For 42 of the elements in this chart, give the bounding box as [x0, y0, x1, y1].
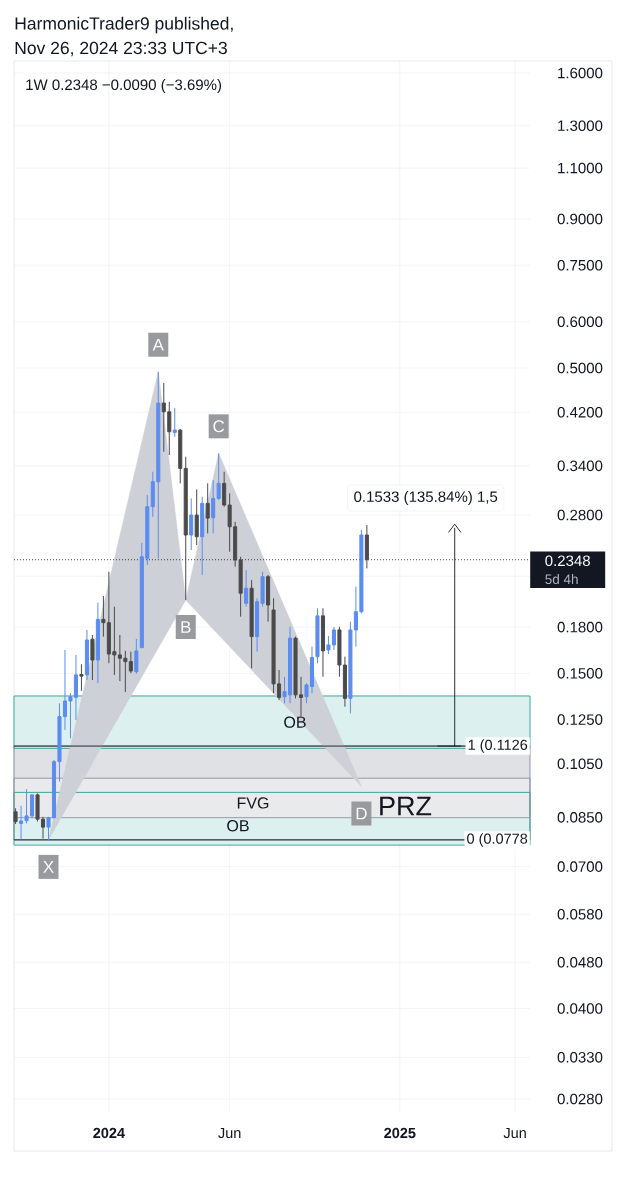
band-label: PRZ [380, 796, 432, 816]
band-label: OB [227, 820, 249, 832]
band-label: FVG [237, 797, 269, 809]
x-tick-label: 2025 [384, 1127, 416, 1139]
y-tick-label: 0.5000 [557, 362, 603, 374]
y-tick-label: 0.1800 [557, 621, 603, 633]
data-label: C [213, 420, 225, 433]
data-label: X [43, 861, 54, 873]
y-tick-label: 0.3400 [557, 460, 603, 472]
y-tick-label: 0.0700 [557, 861, 603, 872]
y-tick-label: 1.6000 [558, 67, 603, 79]
x-tick-label: Jun [503, 1127, 526, 1139]
x-tick-label: Jun [218, 1127, 241, 1139]
y-tick-label: 1.1000 [558, 162, 603, 174]
x-tick-label: 2024 [93, 1127, 125, 1139]
text: 5d 4h [545, 574, 578, 584]
chart-title: HarmonicTrader9 published, [15, 16, 233, 34]
y-tick-label: 0.9000 [557, 213, 603, 225]
y-tick-label: 0.1050 [557, 758, 603, 770]
y-tick-label: 1.3000 [558, 120, 603, 132]
data-label: B [181, 621, 191, 633]
band-label: OB [284, 716, 306, 728]
ref-line-label: 0.2348 [545, 555, 590, 567]
text: 0.1533 (135.84%) 1,5 [354, 490, 498, 505]
y-tick-label: 0.7500 [557, 259, 603, 271]
annotation: 1W 0.2348 −0.0090 (−3.69%) [26, 79, 222, 93]
data-label: A [152, 338, 164, 351]
y-tick-label: 0.0850 [557, 812, 603, 823]
y-tick-label: 0.4200 [557, 406, 603, 418]
y-tick-label: 0.0400 [557, 1003, 603, 1014]
ref-line-label: 0 (0.0778 [467, 833, 528, 847]
y-tick-label: 0.0480 [557, 956, 603, 968]
chart-subtitle: Nov 26, 2024 23:33 UTC+3 [15, 41, 227, 57]
y-tick-label: 0.0580 [557, 908, 603, 920]
y-tick-label: 0.0280 [557, 1093, 603, 1105]
data-label: D [356, 807, 367, 820]
y-tick-label: 0.2800 [557, 509, 603, 521]
y-tick-label: 0.0330 [557, 1052, 603, 1063]
y-tick-label: 0.6000 [557, 316, 603, 328]
ref-line-label: 1 (0.1126 [468, 739, 528, 753]
y-tick-label: 0.1500 [557, 668, 603, 679]
y-tick-label: 0.1250 [557, 714, 603, 725]
